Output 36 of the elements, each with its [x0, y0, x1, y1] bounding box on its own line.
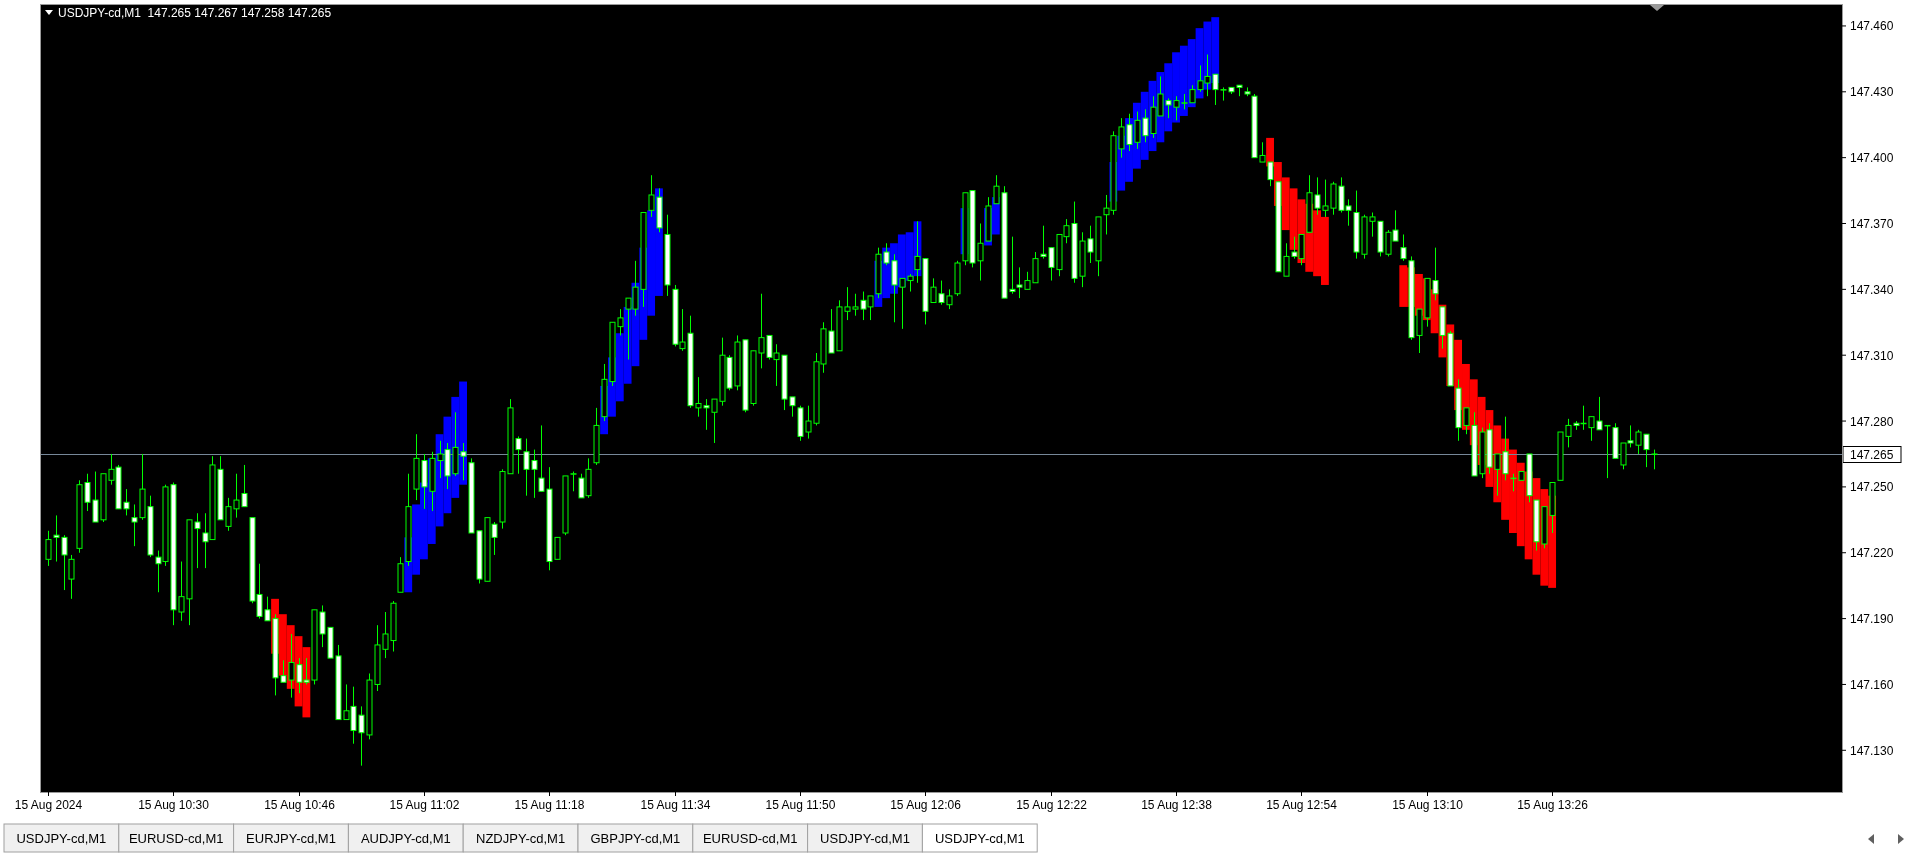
x-tick-label: 15 Aug 13:10 [1392, 798, 1464, 812]
x-tick-label: 15 Aug 13:26 [1517, 798, 1589, 812]
y-tick-label: 147.370 [1850, 217, 1894, 231]
x-tick-label: 15 Aug 10:46 [264, 798, 336, 812]
y-tick-label: 147.340 [1850, 282, 1894, 297]
text: AUDJPY-cd,M1 [360, 831, 451, 846]
y-tick-label: 147.400 [1850, 151, 1894, 166]
y-tick-label: 147.190 [1850, 612, 1894, 627]
text: USDJPY-cd,M1 [16, 831, 107, 846]
text: GBPJPY-cd,M1 [590, 831, 681, 846]
y-tick-label: 147.160 [1850, 677, 1894, 692]
x-tick-label: 15 Aug 12:22 [1016, 798, 1088, 812]
text: EURUSD-cd,M1 [702, 831, 798, 846]
text: USDJPY-cd,M1 [934, 831, 1025, 846]
x-tick-label: 15 Aug 2024 [14, 798, 83, 812]
y-tick-label: 147.130 [1850, 743, 1894, 758]
x-tick-label: 15 Aug 10:30 [138, 798, 210, 812]
y-tick-label: 147.430 [1850, 85, 1894, 100]
y-tick-label: 147.250 [1850, 480, 1894, 495]
x-tick-label: 15 Aug 12:38 [1141, 798, 1213, 812]
x-tick-label: 15 Aug 12:54 [1266, 798, 1338, 812]
x-tick-label: 15 Aug 12:06 [890, 798, 962, 812]
x-tick-label: 15 Aug 11:18 [514, 798, 585, 812]
text: EURJPY-cd,M1 [246, 831, 336, 846]
text: NZDJPY-cd,M1 [476, 831, 566, 846]
text: EURUSD-cd,M1 [128, 831, 224, 846]
ref-line-label: 147.265 [1850, 448, 1894, 462]
chart-title: USDJPY-cd,M1 147.265 147.267 147.258 147.265 [58, 6, 332, 20]
x-tick-label: 15 Aug 11:50 [765, 798, 836, 812]
y-tick-label: 147.220 [1850, 546, 1894, 561]
y-tick-label: 147.280 [1850, 414, 1894, 429]
y-tick-label: 147.310 [1850, 348, 1894, 363]
text: USDJPY-cd,M1 [820, 831, 910, 846]
x-tick-label: 15 Aug 11:34 [640, 798, 711, 812]
x-tick-label: 15 Aug 11:02 [389, 798, 460, 812]
y-tick-label: 147.460 [1850, 19, 1894, 34]
